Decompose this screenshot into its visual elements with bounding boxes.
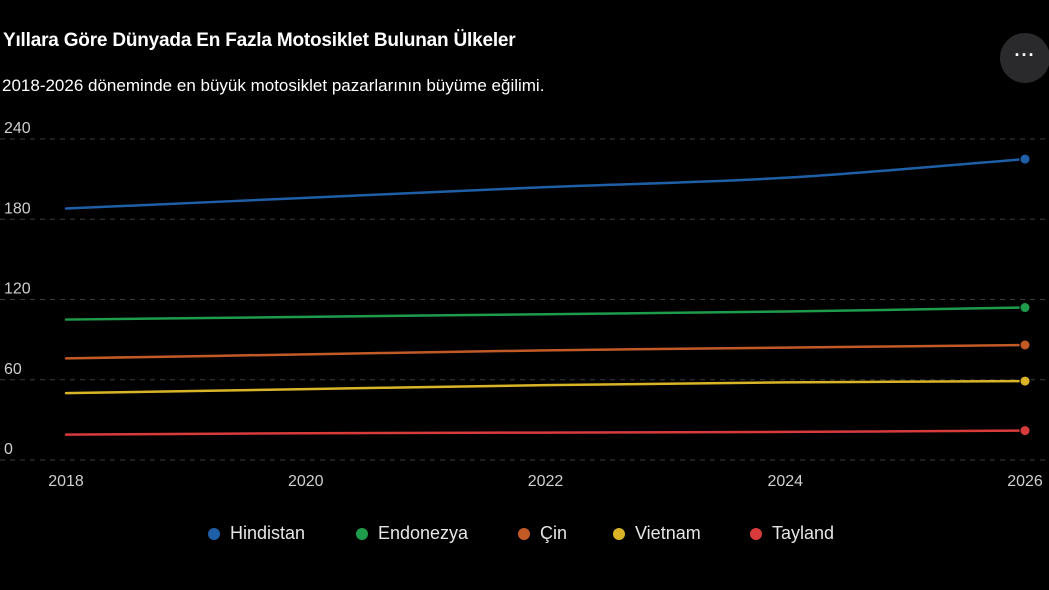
legend-swatch	[750, 527, 762, 540]
legend-item[interactable]: Çin	[518, 523, 567, 544]
series-end-point-4[interactable]	[1019, 425, 1031, 437]
series-end-point-0[interactable]	[1019, 153, 1031, 165]
series-line-1[interactable]	[64, 306, 1027, 321]
legend-label: Endonezya	[378, 523, 469, 543]
legend-item[interactable]: Vietnam	[613, 523, 701, 544]
series-end-point-2[interactable]	[1019, 339, 1031, 351]
legend-swatch	[518, 527, 530, 540]
x-tick-label: 2026	[1007, 473, 1043, 490]
legend-item[interactable]: Hindistan	[208, 523, 305, 544]
legend-item[interactable]: Endonezya	[356, 523, 468, 544]
chart-title: Yıllara Göre Dünyada En Fazla Motosiklet…	[3, 30, 516, 51]
legend-label: Tayland	[772, 523, 835, 543]
chart-subtitle: 2018-2026 döneminde en büyük motosiklet …	[2, 76, 545, 95]
series-line-0[interactable]	[64, 157, 1027, 210]
legend-swatch	[613, 527, 625, 540]
more-horizontal-icon: ···	[1014, 44, 1036, 65]
series-end-point-3[interactable]	[1019, 375, 1031, 387]
y-axis-ticks: 0 60 120 180 240	[4, 120, 31, 458]
x-tick-label: 2022	[528, 473, 564, 490]
more-options-button[interactable]: ···	[1000, 33, 1049, 83]
y-tick-label: 240	[4, 120, 31, 137]
x-axis-ticks: 2018 2020 2022 2024 2026	[48, 473, 1043, 490]
legend-item[interactable]: Tayland	[750, 523, 834, 544]
y-tick-label: 120	[4, 281, 31, 298]
y-tick-label: 60	[4, 361, 22, 378]
series-line-4[interactable]	[64, 429, 1027, 436]
legend-swatch	[208, 527, 220, 540]
y-tick-label: 180	[4, 200, 31, 217]
series-line-3[interactable]	[64, 379, 1027, 395]
x-tick-label: 2018	[48, 473, 84, 490]
legend-label: Çin	[540, 523, 568, 543]
x-tick-label: 2024	[767, 473, 803, 490]
chart-legend: Hindistan Endonezya Çin Vietnam Tayland	[0, 523, 1049, 549]
grid-lines	[0, 138, 1049, 461]
legend-label: Vietnam	[635, 523, 701, 543]
series-end-point-1[interactable]	[1019, 302, 1031, 314]
legend-swatch	[356, 527, 368, 540]
y-tick-label: 0	[4, 441, 13, 458]
series-line-2[interactable]	[64, 343, 1027, 360]
legend-label: Hindistan	[230, 523, 306, 543]
series-lines	[64, 153, 1031, 437]
x-tick-label: 2020	[288, 473, 324, 490]
